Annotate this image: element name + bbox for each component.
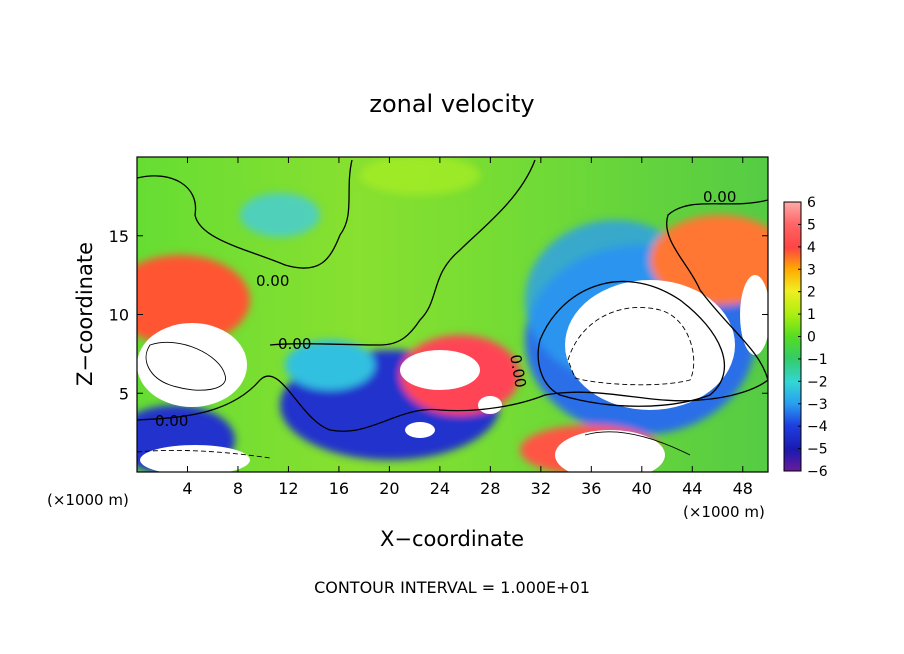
- x-tick-label: 44: [682, 479, 702, 498]
- y-tick-label: 10: [109, 306, 129, 325]
- x-tick-label: 4: [182, 479, 192, 498]
- colorbar-tick-label: 1: [807, 307, 816, 323]
- x-tick-label: 40: [632, 479, 652, 498]
- contour-lines: [137, 159, 768, 459]
- y-axis-label: Z−coordinate: [73, 242, 97, 386]
- contour-label: 0.00: [155, 412, 188, 430]
- colorbar-tick-label: −1: [807, 352, 828, 368]
- colorbar-tick-label: 4: [807, 240, 816, 256]
- x-unit-right: (×1000 m): [683, 503, 765, 521]
- x-tick-label: 24: [430, 479, 450, 498]
- x-axis-ticks: 4 8 12 16 20 24 28 32 36 40 44 48: [182, 157, 753, 498]
- x-tick-label: 28: [480, 479, 500, 498]
- colorbar-tick-label: −6: [807, 464, 828, 480]
- colorbar-tick-label: −4: [807, 419, 828, 435]
- x-tick-label: 32: [531, 479, 551, 498]
- x-axis-label: X−coordinate: [380, 527, 524, 551]
- contour-interval-note: CONTOUR INTERVAL = 1.000E+01: [314, 578, 590, 597]
- contour-label: 0.00: [506, 353, 530, 389]
- contour-label: 0.00: [703, 188, 736, 206]
- x-unit-left: (×1000 m): [47, 491, 129, 509]
- x-tick-label: 8: [233, 479, 243, 498]
- colorbar-tick-label: −5: [807, 442, 828, 458]
- x-tick-label: 12: [278, 479, 298, 498]
- y-axis-ticks: 5 10 15: [109, 227, 768, 403]
- heatmap-field: [137, 157, 768, 472]
- colorbar-tick-label: −3: [807, 397, 828, 413]
- x-tick-label: 48: [733, 479, 753, 498]
- contour-label: 0.00: [278, 335, 311, 353]
- y-tick-label: 5: [119, 384, 129, 403]
- colorbar-ticks: 6 5 4 3 2 1 0 −1 −2 −3 −4 −5 −6: [798, 195, 828, 480]
- colorbar-tick-label: 0: [807, 330, 816, 346]
- colorbar-tick-label: 6: [807, 195, 816, 211]
- x-tick-label: 16: [329, 479, 349, 498]
- contour-label: 0.00: [256, 272, 289, 290]
- x-tick-label: 20: [379, 479, 399, 498]
- contour-label-group: 0.00 0.00 0.00 0.00 0.00: [155, 188, 736, 430]
- colorbar-tick-label: 2: [807, 285, 816, 301]
- colorbar-tick-label: 5: [807, 217, 816, 233]
- colorbar-tick-label: 3: [807, 262, 816, 278]
- chart-title: zonal velocity: [369, 90, 534, 118]
- y-tick-label: 15: [109, 227, 129, 246]
- colorbar-tick-label: −2: [807, 374, 828, 390]
- x-tick-label: 36: [581, 479, 601, 498]
